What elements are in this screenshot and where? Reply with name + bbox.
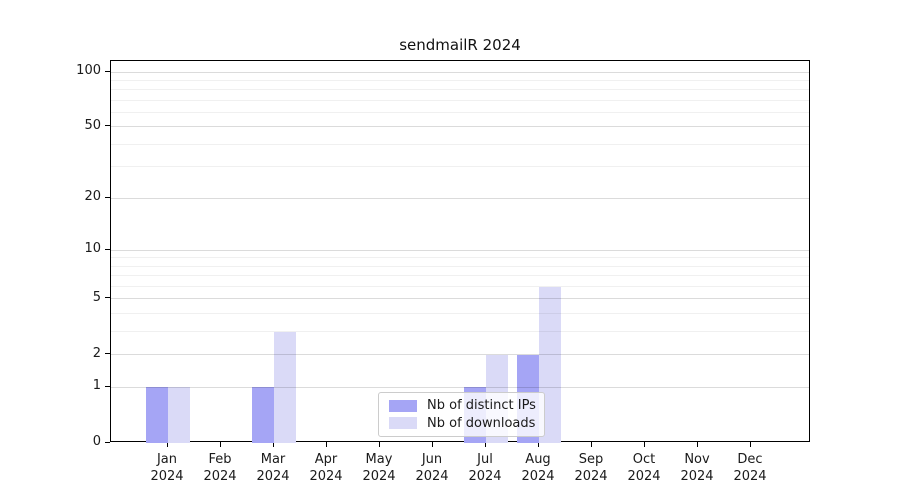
- x-axis-label-feb: Feb 2024: [203, 452, 237, 484]
- x-axis-label-oct: Oct 2024: [627, 452, 661, 484]
- legend-label-downloads: Nb of downloads: [427, 415, 536, 431]
- bars-layer: [111, 61, 809, 443]
- x-axis-label-jul: Jul 2024: [468, 452, 502, 484]
- y-tick-2: [105, 353, 110, 355]
- x-tick-sep: [590, 442, 592, 447]
- y-axis-label-100: 100: [76, 63, 101, 78]
- x-tick-mar: [272, 442, 274, 447]
- chart-title: sendmailR 2024: [399, 36, 521, 54]
- y-tick-50: [105, 125, 110, 127]
- legend-swatch-downloads: [389, 417, 417, 430]
- x-tick-feb: [219, 442, 221, 447]
- bar-downloads-jan: [168, 387, 190, 443]
- x-tick-jan: [166, 442, 168, 447]
- x-axis-label-apr: Apr 2024: [309, 452, 343, 484]
- bar-downloads-mar: [274, 331, 296, 443]
- y-tick-100: [105, 70, 110, 72]
- legend-item-downloads: Nb of downloads: [387, 415, 536, 432]
- plot-area: [110, 60, 810, 443]
- y-axis-label-0: 0: [92, 434, 101, 449]
- x-axis-label-nov: Nov 2024: [680, 452, 714, 484]
- y-axis-label-1: 1: [92, 378, 101, 394]
- x-axis-label-jun: Jun 2024: [415, 452, 449, 484]
- legend-label-distinct-ips: Nb of distinct IPs: [427, 398, 536, 414]
- x-axis-label-sep: Sep 2024: [574, 452, 608, 484]
- x-tick-oct: [643, 442, 645, 447]
- y-axis-label-10: 10: [84, 241, 101, 257]
- x-axis-label-may: May 2024: [362, 452, 396, 484]
- legend-item-distinct-ips: Nb of distinct IPs: [387, 397, 536, 414]
- y-axis-label-2: 2: [92, 345, 101, 361]
- legend-swatch-distinct-ips: [389, 399, 417, 412]
- y-tick-0: [105, 441, 110, 443]
- y-axis-label-50: 50: [84, 117, 101, 133]
- x-tick-nov: [696, 442, 698, 447]
- x-tick-aug: [537, 442, 539, 447]
- x-axis-label-jan: Jan 2024: [150, 452, 184, 484]
- x-tick-jun: [431, 442, 433, 447]
- y-tick-20: [105, 196, 110, 198]
- x-axis-label-aug: Aug 2024: [521, 452, 555, 484]
- x-tick-may: [378, 442, 380, 447]
- x-tick-dec: [749, 442, 751, 447]
- bar-distinct-ips-mar: [252, 387, 274, 443]
- x-tick-apr: [325, 442, 327, 447]
- y-tick-10: [105, 248, 110, 250]
- x-axis-label-dec: Dec 2024: [733, 452, 767, 484]
- x-tick-jul: [484, 442, 486, 447]
- x-axis-label-mar: Mar 2024: [256, 452, 290, 484]
- y-tick-1: [105, 385, 110, 387]
- legend: Nb of distinct IPs Nb of downloads: [378, 392, 545, 437]
- y-tick-5: [105, 297, 110, 299]
- y-axis-label-5: 5: [92, 289, 101, 305]
- y-axis-label-20: 20: [84, 189, 101, 205]
- bar-distinct-ips-jan: [146, 387, 168, 443]
